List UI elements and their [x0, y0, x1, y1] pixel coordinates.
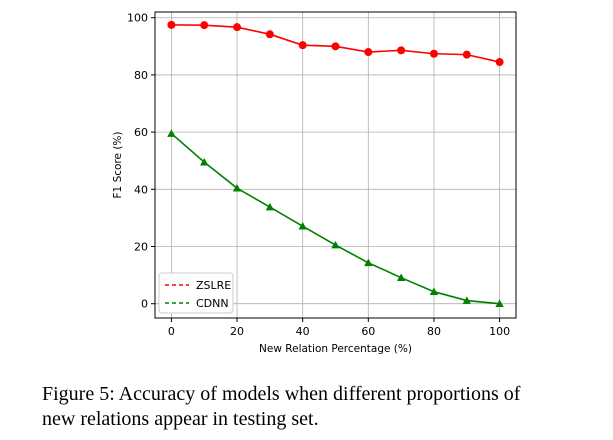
y-tick-label: 60	[134, 126, 148, 139]
y-tick-label: 80	[134, 69, 148, 82]
legend-box	[158, 272, 234, 314]
data-point-cdnn	[462, 296, 471, 304]
data-point-zslre	[200, 21, 209, 30]
data-point-cdnn	[265, 202, 275, 211]
legend: ZSLRE CDNN	[158, 272, 234, 314]
figure-caption: Figure 5: Accuracy of models when differ…	[42, 383, 521, 430]
data-point-cdnn	[364, 258, 373, 267]
data-point-zslre	[167, 20, 176, 29]
x-tick-label: 40	[296, 325, 310, 338]
x-tick-label: 20	[230, 325, 244, 338]
y-axis-ticks: 0 20 40 60 80 100	[127, 12, 155, 311]
data-point-cdnn	[396, 273, 406, 282]
data-point-cdnn	[298, 222, 307, 230]
data-point-zslre	[298, 41, 307, 50]
y-tick-label: 0	[141, 298, 148, 311]
x-tick-label: 0	[168, 325, 175, 338]
legend-label-cdnn: CDNN	[196, 297, 229, 310]
y-axis-title: F1 Score (%)	[112, 132, 124, 199]
data-point-cdnn	[200, 157, 209, 166]
data-point-cdnn	[495, 299, 504, 308]
data-point-cdnn	[232, 183, 242, 192]
plot-border	[154, 11, 517, 319]
data-point-zslre	[462, 50, 471, 59]
x-tick-label: 80	[427, 325, 441, 338]
data-point-cdnn	[331, 240, 340, 249]
y-tick-label: 100	[127, 12, 148, 25]
x-axis-title: New Relation Percentage (%)	[259, 343, 412, 355]
data-point-zslre	[331, 42, 340, 51]
data-point-zslre	[495, 58, 504, 67]
x-axis-ticks: 0 20 40 60 80 100	[168, 318, 510, 338]
y-tick-label: 40	[134, 183, 148, 196]
data-point-zslre	[265, 30, 274, 39]
plot-area	[155, 12, 516, 318]
data-point-cdnn	[167, 129, 176, 137]
data-point-zslre	[429, 49, 438, 58]
data-point-cdnn	[429, 287, 439, 296]
data-point-zslre	[397, 46, 406, 55]
y-tick-label: 20	[134, 241, 148, 254]
x-tick-label: 100	[489, 325, 510, 338]
series-layer	[167, 20, 504, 308]
x-tick-label: 60	[361, 325, 375, 338]
f1-score-chart: 0 20 40 60 80 100 0 20 40 60 80 100 New Relation P…	[112, 11, 517, 355]
data-point-zslre	[364, 48, 373, 57]
data-point-zslre	[233, 23, 242, 32]
legend-label-zslre: ZSLRE	[196, 279, 231, 292]
